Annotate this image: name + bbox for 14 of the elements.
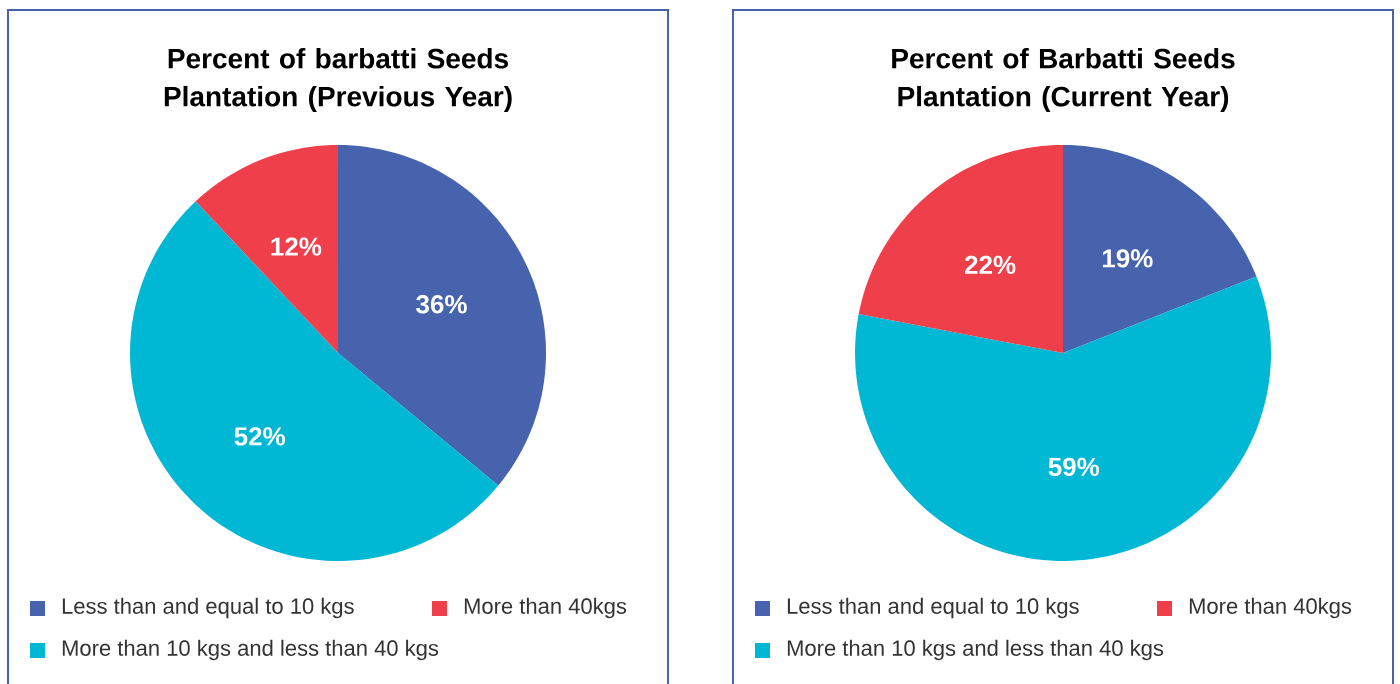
chart-title: Percent of barbatti Seeds Plantation (Previous Year): [164, 47, 512, 113]
legend-label: More than 10 kgs and less than 40 kgs: [62, 639, 439, 661]
legend-label: More than 40kgs: [1189, 597, 1352, 619]
data-label: 52%: [234, 427, 285, 446]
legend-label: Less than and equal to 10 kgs: [62, 597, 354, 619]
legend-label: More than 10 kgs and less than 40 kgs: [787, 639, 1164, 661]
chart-title: Percent of Barbatti Seeds Plantation (Current Year): [892, 47, 1235, 113]
data-label: 19%: [1102, 249, 1153, 268]
data-label: 36%: [416, 295, 467, 314]
legend-label: More than 40kgs: [464, 597, 627, 619]
data-label: 22%: [964, 255, 1016, 275]
data-label: 12%: [271, 237, 322, 256]
legend-label: Less than and equal to 10 kgs: [787, 597, 1079, 619]
data-label: 59%: [1048, 457, 1100, 477]
